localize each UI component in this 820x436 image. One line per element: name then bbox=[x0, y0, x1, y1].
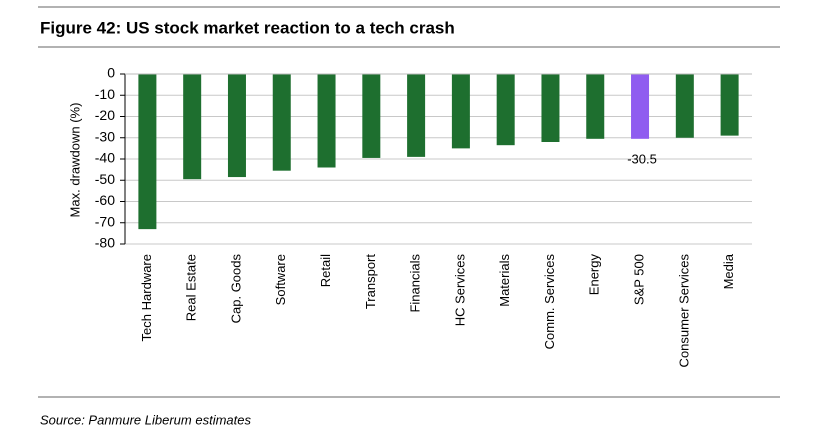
bar bbox=[451, 74, 470, 149]
x-tick-label: Consumer Services bbox=[676, 254, 691, 368]
chart-title: Figure 42: US stock market reaction to a… bbox=[40, 18, 455, 37]
x-tick-label: HC Services bbox=[452, 254, 467, 327]
x-tick-label: Materials bbox=[497, 254, 512, 307]
y-tick-label: -60 bbox=[95, 192, 115, 208]
y-tick-label: -80 bbox=[95, 235, 115, 251]
x-tick-label: Retail bbox=[318, 254, 333, 287]
bar bbox=[317, 74, 336, 168]
y-tick-label: -70 bbox=[95, 213, 115, 229]
x-tick-label: Software bbox=[273, 254, 288, 305]
x-tick-label: Cap. Goods bbox=[228, 254, 243, 324]
bar bbox=[720, 74, 739, 136]
x-tick-label: Tech Hardware bbox=[139, 254, 154, 341]
data-label: -30.5 bbox=[627, 151, 657, 166]
y-tick-label: -30 bbox=[95, 128, 115, 144]
bar bbox=[138, 74, 157, 230]
x-tick-label: Real Estate bbox=[184, 254, 199, 321]
x-tick-label: Financials bbox=[408, 254, 423, 313]
y-tick-label: -40 bbox=[95, 150, 115, 166]
bar bbox=[541, 74, 560, 142]
bar bbox=[227, 74, 246, 178]
y-tick-label: -50 bbox=[95, 171, 115, 187]
y-tick-label: -10 bbox=[95, 86, 115, 102]
y-tick-label: -20 bbox=[95, 107, 115, 123]
x-tick-label: Media bbox=[721, 253, 736, 289]
source: Source: Panmure Liberum estimates bbox=[40, 412, 251, 427]
x-tick-label: Comm. Services bbox=[542, 254, 557, 350]
bar bbox=[631, 74, 650, 139]
y-tick-label: 0 bbox=[107, 65, 115, 81]
bar bbox=[407, 74, 426, 157]
y-axis-label: Max. drawdown (%) bbox=[67, 103, 82, 218]
x-tick-label: Energy bbox=[587, 254, 602, 296]
x-tick-label: S&P 500 bbox=[631, 254, 646, 305]
x-tick-label: Transport bbox=[363, 254, 378, 310]
bar bbox=[272, 74, 291, 171]
bar bbox=[586, 74, 605, 139]
bar bbox=[183, 74, 202, 180]
bar bbox=[675, 74, 694, 138]
bar bbox=[496, 74, 515, 146]
bar bbox=[362, 74, 381, 158]
